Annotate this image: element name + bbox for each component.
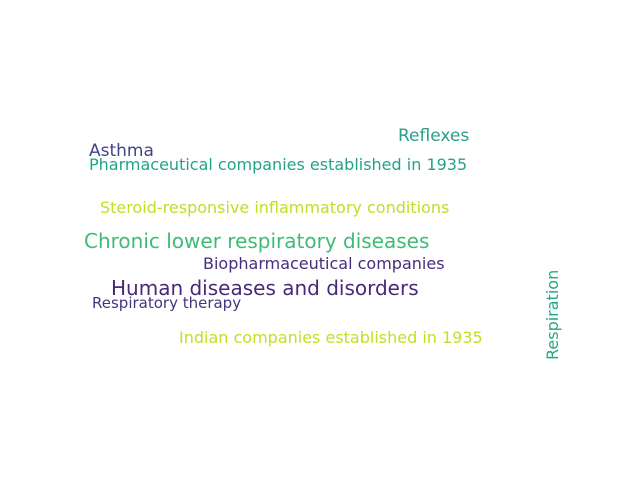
word-asthma: Asthma: [89, 141, 154, 161]
word-reflexes: Reflexes: [398, 126, 470, 146]
word-pharmaceutical-companies-1935: Pharmaceutical companies established in …: [89, 155, 468, 174]
word-biopharmaceutical-companies: Biopharmaceutical companies: [203, 254, 445, 273]
word-chronic-lower-respiratory-diseases: Chronic lower respiratory diseases: [84, 229, 430, 253]
word-respiratory-therapy: Respiratory therapy: [92, 294, 242, 312]
word-steroid-responsive-conditions: Steroid-responsive inflammatory conditio…: [100, 198, 450, 217]
word-respiration: Respiration: [543, 269, 562, 360]
word-indian-companies-1935: Indian companies established in 1935: [179, 328, 483, 347]
word-human-diseases-and-disorders: Human diseases and disorders: [111, 276, 419, 300]
